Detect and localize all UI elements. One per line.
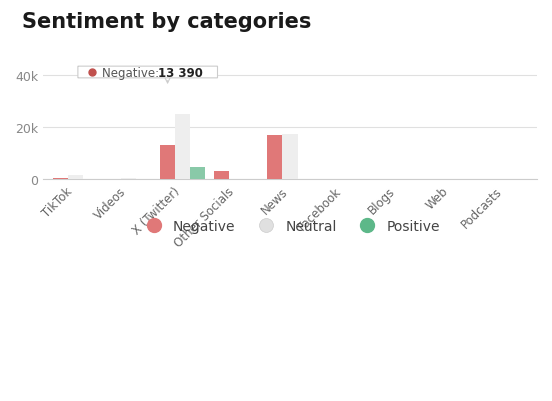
Text: Sentiment by categories: Sentiment by categories <box>22 12 311 32</box>
Bar <box>190 168 205 180</box>
Bar <box>214 172 229 180</box>
Bar <box>229 179 244 180</box>
Bar <box>121 179 136 180</box>
Bar <box>283 134 298 180</box>
Bar <box>68 176 83 180</box>
Text: 13 390: 13 390 <box>158 66 203 79</box>
Legend: Negative, Neutral, Positive: Negative, Neutral, Positive <box>134 213 446 239</box>
Bar <box>160 145 175 180</box>
FancyBboxPatch shape <box>78 67 217 79</box>
Text: Negative:: Negative: <box>102 66 163 79</box>
Bar <box>52 179 68 180</box>
Bar <box>175 115 190 180</box>
Bar <box>267 136 283 180</box>
